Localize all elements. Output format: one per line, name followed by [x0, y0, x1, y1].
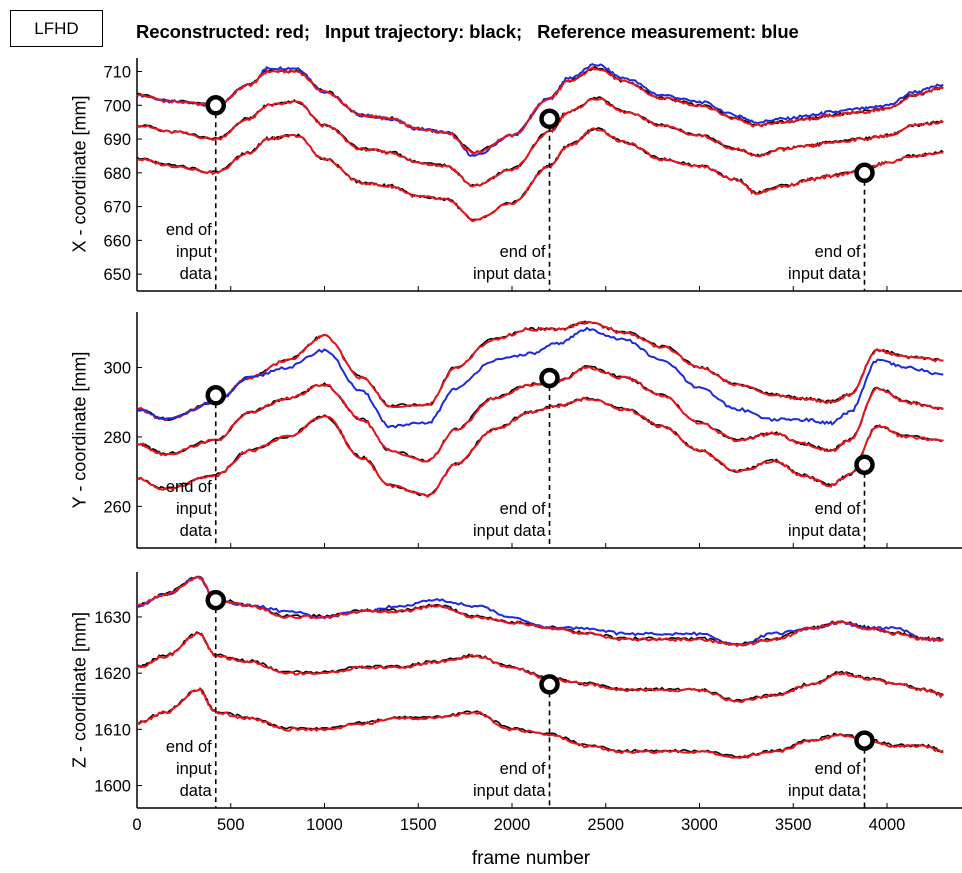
x-tick-label: 2500 [587, 816, 624, 834]
x-tick-label: 1000 [306, 816, 343, 834]
reconstructed-line [136, 576, 944, 648]
input-trajectory-line [136, 631, 944, 702]
y-tick-label: 1600 [94, 778, 131, 796]
end-of-input-annotation: end of [815, 760, 861, 778]
y-tick-label: 300 [103, 360, 131, 378]
end-of-input-marker [205, 95, 226, 116]
end-of-input-annotation: input data [473, 522, 546, 540]
end-of-input-marker [854, 730, 875, 751]
end-of-input-annotation: input data [473, 265, 546, 283]
reconstructed-line [136, 365, 944, 463]
y-tick-label: 660 [103, 232, 131, 250]
reconstructed-line [136, 396, 944, 498]
end-of-input-annotation: end of [166, 221, 212, 239]
y-tick-label: 1610 [94, 721, 131, 739]
y-tick-label: 710 [103, 64, 131, 82]
y-tick-label: 280 [103, 429, 131, 447]
end-of-input-annotation: data [180, 265, 213, 283]
end-of-input-marker [205, 589, 226, 611]
end-of-input-annotation: end of [500, 760, 546, 778]
y-axis-label-x: X - coordinate [mm] [69, 95, 90, 253]
end-of-input-annotation: input [176, 760, 212, 778]
end-of-input-annotation: input data [788, 265, 861, 283]
input-trajectory-line [136, 396, 944, 497]
reconstructed-line [137, 320, 944, 422]
chart-panel-z: 1600 1610 1620 1630 0 500 1000 1500 2000 2500 3000… [94, 572, 962, 834]
end-of-input-annotation: end of [815, 500, 861, 518]
legend-headline: Reconstructed: red; Input trajectory: bl… [136, 21, 799, 43]
end-of-input-annotation: end of [166, 738, 212, 756]
x-tick-label: 0 [132, 816, 141, 834]
legend-input: Input trajectory: black; [325, 21, 523, 42]
y-axis-label-y: Y - coordinate [mm] [69, 351, 90, 509]
end-of-input-annotation: end of [815, 243, 861, 261]
input-trajectory-line [136, 320, 944, 422]
end-of-input-annotation: end of [500, 243, 546, 261]
chart-panel-x: 650 660 670 680 690 700 710 end of input data end … [103, 58, 962, 292]
x-tick-label: 3000 [681, 816, 718, 834]
y-tick-label: 1630 [94, 609, 131, 627]
reference-measurement-line [136, 575, 944, 647]
reconstructed-line [136, 127, 944, 223]
end-of-input-annotation: input data [788, 782, 861, 800]
end-of-input-annotation: input data [788, 522, 861, 540]
y-tick-label: 690 [103, 131, 131, 149]
reconstructed-line [136, 66, 944, 155]
chart-panel-y: 260 280 300 end of input data end of input data… [103, 312, 962, 549]
x-axis-label: frame number [471, 848, 591, 869]
panel-label-text: LFHD [34, 18, 79, 38]
y-tick-label: 260 [103, 498, 131, 516]
input-trajectory-line [136, 576, 944, 647]
end-of-input-annotation: input [176, 500, 212, 518]
y-axis-label-z: Z - coordinate [mm] [69, 611, 90, 769]
end-of-input-annotation: input [176, 243, 212, 261]
y-tick-label: 700 [103, 97, 131, 115]
end-of-input-marker [539, 108, 560, 130]
y-tick-label: 1620 [94, 665, 131, 683]
y-tick-label: 670 [103, 199, 131, 217]
end-of-input-annotation: data [180, 522, 213, 540]
reconstructed-line [136, 687, 944, 760]
reference-measurement-line [136, 326, 944, 429]
end-of-input-marker [205, 385, 226, 406]
end-of-input-marker [854, 454, 875, 475]
end-of-input-annotation: data [180, 782, 213, 800]
x-tick-label: 3500 [775, 816, 812, 834]
x-tick-label: 2000 [494, 816, 531, 834]
y-tick-label: 650 [103, 266, 131, 284]
end-of-input-marker [539, 367, 560, 389]
x-tick-label: 1500 [400, 816, 437, 834]
end-of-input-marker [854, 162, 875, 184]
legend-reconstructed: Reconstructed: red; [136, 21, 310, 42]
end-of-input-annotation: end of [500, 500, 546, 518]
panel-label-box: LFHD [10, 10, 103, 47]
end-of-input-marker [539, 674, 560, 695]
input-trajectory-line [136, 687, 944, 759]
reconstructed-line [136, 632, 944, 704]
end-of-input-annotation: end of [166, 478, 212, 496]
x-tick-label: 500 [217, 816, 245, 834]
x-tick-label: 4000 [869, 816, 906, 834]
y-tick-label: 680 [103, 165, 131, 183]
end-of-input-annotation: input data [473, 782, 546, 800]
legend-reference: Reference measurement: blue [537, 21, 799, 42]
